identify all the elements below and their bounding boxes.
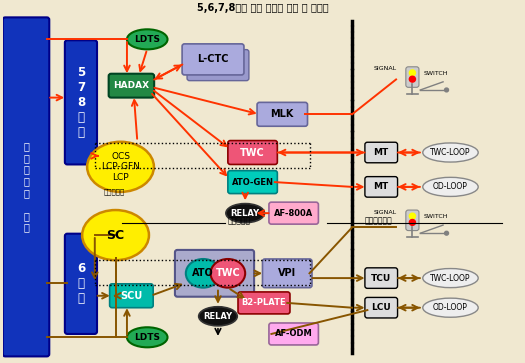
Ellipse shape [226,204,265,223]
Text: ATO: ATO [192,268,214,278]
Circle shape [410,76,415,82]
FancyBboxPatch shape [257,102,308,126]
Text: TWC: TWC [215,268,240,278]
FancyBboxPatch shape [269,323,318,345]
FancyBboxPatch shape [228,140,277,164]
Ellipse shape [198,307,237,326]
Ellipse shape [423,298,478,317]
Text: 신
호
시
스
템

계
통: 신 호 시 스 템 계 통 [23,141,29,232]
Ellipse shape [423,269,478,287]
Text: SIGNAL: SIGNAL [373,66,396,72]
Text: TWC-LOOP: TWC-LOOP [430,274,471,282]
FancyBboxPatch shape [365,268,397,288]
Ellipse shape [186,259,220,287]
FancyBboxPatch shape [365,177,397,197]
Text: MLK: MLK [270,109,294,119]
FancyBboxPatch shape [65,234,97,334]
Circle shape [410,220,415,225]
FancyBboxPatch shape [262,259,312,287]
FancyBboxPatch shape [365,142,397,163]
Ellipse shape [423,178,478,196]
Text: OD-LOOP: OD-LOOP [433,182,468,191]
FancyBboxPatch shape [3,17,49,356]
FancyBboxPatch shape [365,297,397,318]
FancyBboxPatch shape [175,250,254,297]
Text: TCU: TCU [371,274,391,282]
FancyBboxPatch shape [110,284,153,308]
Title: 5,6,7,8호선 전체 시스템 계통 및 비교도: 5,6,7,8호선 전체 시스템 계통 및 비교도 [197,3,328,13]
Circle shape [410,70,415,76]
Text: SWITCH: SWITCH [423,215,448,220]
Ellipse shape [87,142,154,192]
FancyBboxPatch shape [238,292,290,314]
Text: SIGNAL: SIGNAL [373,210,396,215]
Ellipse shape [82,210,149,260]
Ellipse shape [211,259,245,287]
Text: L-CTC: L-CTC [197,54,229,64]
Text: 현장신호설비: 현장신호설비 [365,216,393,225]
Text: RELAY: RELAY [230,209,260,218]
Text: HADAX: HADAX [113,81,150,90]
Text: MT: MT [374,182,389,191]
Text: TWC: TWC [240,147,265,158]
Text: VPI: VPI [278,268,296,278]
FancyBboxPatch shape [182,44,244,75]
Text: AF-ODM: AF-ODM [275,330,312,338]
Text: MT: MT [374,148,389,157]
Text: TWC-LOOP: TWC-LOOP [430,148,471,157]
FancyBboxPatch shape [269,202,318,224]
FancyBboxPatch shape [187,50,249,81]
Text: B2-PLATE: B2-PLATE [242,298,286,307]
Ellipse shape [423,143,478,162]
FancyBboxPatch shape [406,67,419,87]
Text: SCU: SCU [120,291,142,301]
Text: SWITCH: SWITCH [423,71,448,76]
Text: SC: SC [107,229,124,242]
Text: 신호취급실: 신호취급실 [103,189,125,195]
Ellipse shape [127,327,167,347]
Text: LCU: LCU [371,303,391,312]
Ellipse shape [127,29,167,49]
Circle shape [410,213,415,219]
FancyBboxPatch shape [65,40,97,164]
Text: 6
호
선: 6 호 선 [77,262,85,305]
Text: ATO-GEN: ATO-GEN [232,178,274,187]
Text: LDTS: LDTS [134,333,160,342]
FancyBboxPatch shape [406,210,419,231]
Text: AF-800A: AF-800A [274,209,313,218]
Text: 5
7
8
호
선: 5 7 8 호 선 [77,66,85,139]
FancyBboxPatch shape [228,171,277,193]
Text: OD-LOOP: OD-LOOP [433,303,468,312]
Text: RELAY: RELAY [203,312,233,321]
Text: OCS
LCP-GFN
LCP: OCS LCP-GFN LCP [101,152,140,182]
Circle shape [445,88,448,92]
Circle shape [445,231,448,235]
Text: LDTS: LDTS [134,35,160,44]
FancyBboxPatch shape [109,74,154,98]
Text: 신호기계실: 신호기계실 [228,216,251,225]
